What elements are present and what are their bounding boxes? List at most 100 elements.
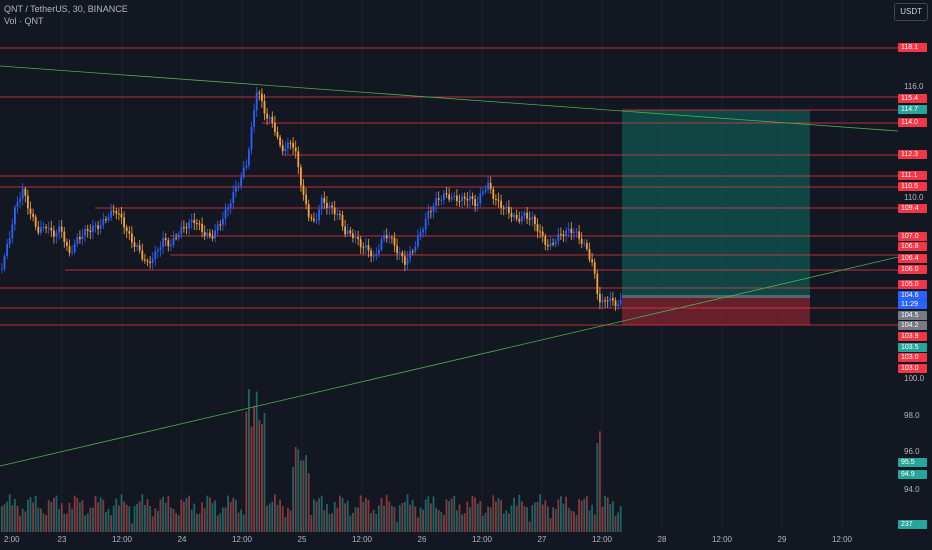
candle: [219, 224, 222, 226]
volume-bar: [294, 446, 297, 532]
volume-bar: [99, 497, 102, 532]
candle: [586, 243, 588, 250]
price-level-label[interactable]: 109.4: [898, 204, 927, 213]
candle: [16, 201, 19, 208]
volume-bar: [167, 496, 170, 532]
volume-bar: [94, 495, 97, 532]
candle: [336, 213, 339, 215]
volume-bar: [37, 507, 40, 532]
volume-bar: [406, 494, 409, 532]
volume-bar: [141, 494, 144, 532]
volume-bar: [427, 496, 430, 532]
candle: [99, 225, 102, 229]
time-axis[interactable]: 2:00 23 12:00 24 12:00 25 12:00 26 12:00 27 12:00 2…: [0, 532, 932, 550]
candle: [110, 210, 112, 218]
candle: [105, 219, 107, 221]
candle: [544, 236, 547, 246]
volume-bar: [528, 521, 531, 532]
volume-bar: [573, 511, 575, 532]
volume-bar: [211, 502, 214, 532]
price-level-label[interactable]: 103.5: [898, 343, 927, 352]
volume-bar: [333, 502, 336, 532]
price-level-label[interactable]: 94.9: [898, 470, 927, 479]
volume-bar: [609, 504, 612, 532]
candle: [578, 231, 580, 239]
entry-line: [622, 295, 810, 298]
candle: [68, 245, 71, 253]
candle: [385, 235, 388, 239]
candle: [159, 247, 162, 250]
price-chart[interactable]: [0, 0, 899, 532]
candle: [214, 230, 216, 239]
candle: [411, 251, 414, 253]
volume-bar: [453, 495, 456, 532]
volume-bar: [76, 497, 79, 532]
volume-bar: [248, 389, 250, 532]
candle: [326, 202, 328, 208]
volume-bar: [463, 513, 466, 532]
volume-bar: [370, 513, 372, 532]
price-level-label[interactable]: 106.0: [898, 265, 927, 274]
candle: [531, 216, 534, 220]
price-tick: 96.0: [904, 447, 920, 456]
candle: [427, 211, 430, 219]
chart-pane[interactable]: QNT / TetherUS, 30, BINANCE Vol · QNT: [0, 0, 899, 532]
candle: [331, 205, 333, 208]
price-level-label[interactable]: 103.0: [898, 364, 927, 373]
target-zone: [622, 110, 810, 297]
price-level-label[interactable]: 115.4: [898, 94, 927, 103]
price-level-label[interactable]: 104.5: [898, 311, 927, 320]
price-level-label[interactable]: 110.5: [898, 182, 927, 191]
candle: [240, 177, 242, 186]
price-level-label[interactable]: 107.0: [898, 232, 927, 241]
price-level-label[interactable]: 118.1: [898, 43, 927, 52]
price-level-label[interactable]: 112.3: [898, 150, 927, 159]
candle: [560, 234, 562, 236]
price-level-label[interactable]: 106.4: [898, 254, 927, 263]
volume-bar: [149, 506, 151, 532]
price-scale[interactable]: 116.0 110.0 100.0 98.0 96.0 94.0 118.1 115.4 114…: [898, 0, 932, 532]
volume-bar: [123, 501, 125, 532]
price-level-label[interactable]: 111.1: [898, 171, 927, 180]
candle: [154, 251, 157, 260]
volume-bar: [619, 506, 622, 532]
price-level-label[interactable]: 105.0: [898, 280, 927, 289]
price-level-label[interactable]: 237: [898, 520, 927, 529]
price-level-label[interactable]: 95.5: [898, 458, 927, 467]
price-level-label[interactable]: 114.0: [898, 118, 927, 127]
time-label: 23: [57, 535, 67, 544]
price-level-label[interactable]: 103.0: [898, 353, 927, 362]
volume-bar: [71, 508, 73, 532]
volume-bar: [1, 506, 3, 532]
candle: [518, 218, 521, 222]
volume-bar: [50, 502, 53, 532]
volume-bar: [63, 513, 66, 532]
price-tick: 116.0: [904, 82, 924, 91]
volume-bar: [318, 498, 320, 532]
volume-bar: [432, 496, 435, 532]
price-level-label[interactable]: 104.6: [898, 291, 927, 300]
time-label: 2:00: [4, 535, 20, 544]
price-level-label[interactable]: 106.8: [898, 242, 927, 251]
volume-indicator-label[interactable]: Vol · QNT: [4, 16, 44, 26]
price-level-label[interactable]: 11:29: [898, 300, 927, 309]
candle: [268, 116, 271, 119]
price-level-label[interactable]: 114.7: [898, 105, 927, 114]
currency-button[interactable]: USDT: [894, 3, 928, 21]
candle: [430, 211, 432, 213]
price-level-label[interactable]: 103.9: [898, 332, 927, 341]
volume-bar: [515, 505, 518, 532]
volume-bar: [313, 499, 315, 532]
volume-bar: [172, 509, 175, 532]
candle: [157, 249, 159, 252]
candle: [536, 224, 539, 232]
symbol-title[interactable]: QNT / TetherUS, 30, BINANCE: [4, 4, 128, 14]
time-label: 25: [297, 535, 307, 544]
candle: [250, 126, 253, 150]
volume-bar: [596, 443, 599, 532]
volume-bar: [510, 505, 513, 532]
volume-bar: [14, 498, 16, 532]
volume-bar: [271, 501, 274, 532]
price-level-label[interactable]: 104.2: [898, 321, 927, 330]
candle: [500, 200, 502, 208]
